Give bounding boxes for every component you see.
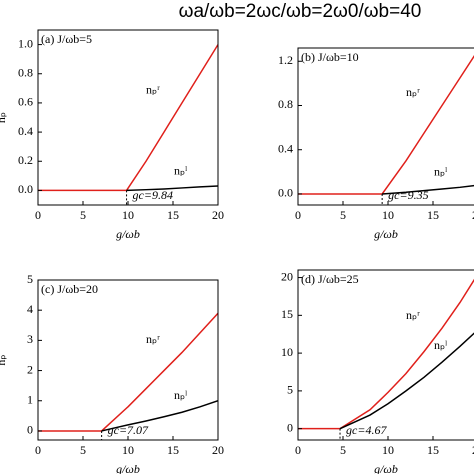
series-label: nₚʳ <box>406 308 420 322</box>
y-axis-label: nₚ <box>0 112 8 123</box>
panel-label: (d) J/ωb=25 <box>301 272 359 286</box>
x-tick-label: 20 <box>212 443 224 457</box>
x-tick-label: 10 <box>382 208 394 222</box>
critical-label: gc=7.07 <box>108 423 149 437</box>
series-label: nₚʳ <box>406 85 420 99</box>
y-tick-label: 0.2 <box>18 153 33 167</box>
x-axis-label: g/ωb <box>116 462 140 474</box>
x-tick-label: 20 <box>472 208 474 222</box>
x-tick-label: 15 <box>427 443 439 457</box>
y-tick-label: 0.4 <box>18 124 33 138</box>
y-tick-label: 0.4 <box>278 141 293 155</box>
y-tick-label: 1.0 <box>18 36 33 50</box>
x-tick-label: 10 <box>122 443 134 457</box>
plot-frame <box>297 47 474 206</box>
y-tick-label: 10 <box>281 345 293 359</box>
series-line <box>382 184 474 195</box>
y-tick-label: 0.6 <box>18 95 33 109</box>
x-tick-label: 20 <box>472 443 474 457</box>
y-tick-label: 4 <box>27 302 33 316</box>
critical-label: gc=9.84 <box>133 188 173 202</box>
series-label: nₚˡ <box>174 388 187 402</box>
y-tick-label: 0.0 <box>278 186 293 200</box>
y-tick-label: 5 <box>27 272 33 286</box>
x-tick-label: 0 <box>295 208 301 222</box>
series-label: nₚˡ <box>434 165 447 179</box>
y-tick-label: 1.2 <box>278 53 293 67</box>
y-tick-label: 3 <box>27 332 33 346</box>
critical-label: gc=4.67 <box>346 423 387 437</box>
critical-label: gc=9.35 <box>388 188 428 202</box>
x-tick-label: 10 <box>382 443 394 457</box>
x-tick-label: 10 <box>122 208 134 222</box>
y-tick-label: 20 <box>281 269 293 283</box>
series-label: nₚʳ <box>146 332 160 346</box>
plot-area <box>298 54 474 195</box>
x-axis-label: g/ωb <box>374 227 398 241</box>
panel-label: (b) J/ωb=10 <box>301 50 359 64</box>
x-tick-label: 5 <box>340 208 346 222</box>
x-tick-label: 15 <box>167 208 179 222</box>
y-tick-label: 2 <box>27 362 33 376</box>
y-tick-label: 0.0 <box>18 182 33 196</box>
x-tick-label: 15 <box>427 208 439 222</box>
x-tick-label: 5 <box>80 208 86 222</box>
series-line <box>126 185 218 192</box>
x-tick-label: 5 <box>340 443 346 457</box>
y-axis-label: nₚ <box>0 354 8 365</box>
y-tick-label: 0 <box>27 423 33 437</box>
y-tick-label: 5 <box>287 383 293 397</box>
panel-label: (a) J/ωb=5 <box>41 32 92 46</box>
series-line <box>38 44 218 192</box>
plot-frame <box>297 269 474 441</box>
x-tick-label: 20 <box>212 208 224 222</box>
series-line <box>339 332 474 430</box>
x-tick-label: 0 <box>35 443 41 457</box>
series-line <box>298 278 474 430</box>
series-label: nₚˡ <box>174 164 187 178</box>
x-tick-label: 0 <box>295 443 301 457</box>
y-tick-label: 15 <box>281 307 293 321</box>
plot-area <box>38 44 218 192</box>
y-tick-label: 1 <box>27 393 33 407</box>
plot-area <box>298 278 474 430</box>
x-tick-label: 5 <box>80 443 86 457</box>
series-label: nₚˡ <box>434 338 447 352</box>
series-line <box>101 400 218 432</box>
figure-title: ωa/ωb=2ωc/ωb=2ω0/ωb=40 <box>179 1 422 22</box>
x-axis-label: g/ωb <box>116 227 140 241</box>
x-tick-label: 0 <box>35 208 41 222</box>
series-label: nₚʳ <box>146 83 160 97</box>
panel-label: (c) J/ωb=20 <box>41 282 98 296</box>
x-axis-label: g/ωb <box>374 462 398 474</box>
series-line <box>38 312 218 432</box>
y-tick-label: 0.8 <box>278 97 293 111</box>
plot-frame <box>37 29 219 206</box>
series-line <box>298 54 474 195</box>
plot-frame <box>37 279 219 441</box>
y-tick-label: 0.8 <box>18 66 33 80</box>
y-tick-label: 0 <box>287 420 293 434</box>
plot-area <box>38 312 218 432</box>
x-tick-label: 15 <box>167 443 179 457</box>
